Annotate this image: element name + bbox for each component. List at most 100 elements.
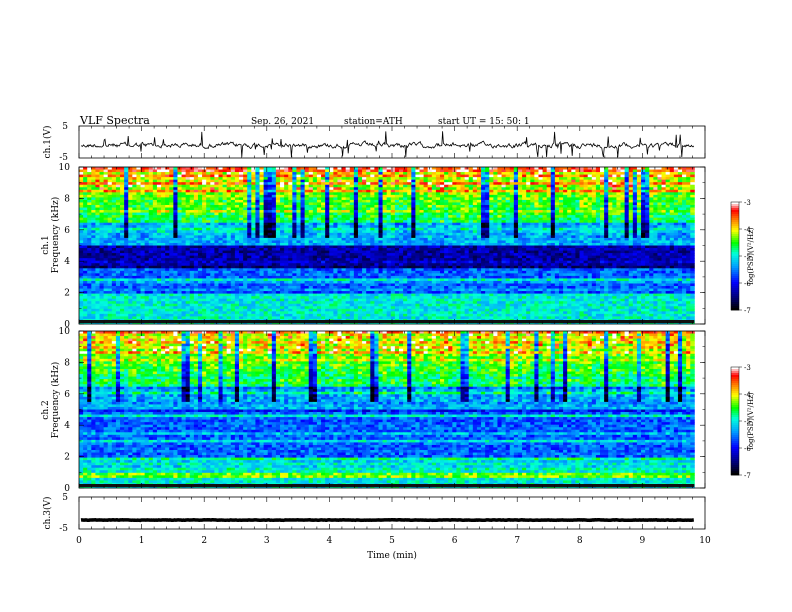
spectrogram-cell [247,207,252,211]
spectrogram-cell [440,225,445,229]
spectrogram-cell [214,177,219,181]
spectrogram-cell [571,172,576,175]
spectrogram-cell [181,227,187,231]
spectrogram-cell [234,225,240,229]
spectrogram-cell [587,192,593,196]
spectrogram-cell [271,217,277,221]
spectrogram-cell [107,204,113,208]
spectrogram-cell [673,187,679,191]
spectrogram-cell [378,199,383,203]
spectrogram-cell [341,204,347,208]
spectrogram-cell [673,215,679,219]
spectrogram-cell [390,179,396,183]
spectrogram-cell [95,242,100,246]
spectrogram-cell [115,204,121,208]
spectrogram-cell [386,184,392,188]
spectrogram-cell [472,210,478,213]
spectrogram-cell [612,235,617,239]
spectrogram-cell [600,225,605,229]
spectrogram-cell [169,242,174,246]
spectrogram-cell [165,207,170,211]
spectrogram-cell [374,204,379,208]
spectrogram-cell [653,184,658,188]
spectrogram-cell [177,199,182,203]
spectrogram-cell [530,212,535,216]
spectrogram-cell [124,207,129,211]
spectrogram-cell [144,194,150,198]
spectrogram-cell [111,240,117,244]
spectrogram-cell [247,189,252,193]
spectrogram-cell [563,167,568,170]
spectrogram-cell [665,227,671,231]
spectrogram-cell [316,212,322,216]
spectrogram-cell [415,222,420,226]
spectrogram-cell [407,227,412,231]
spectrogram-cell [103,192,109,196]
spectrogram-cell [444,204,449,208]
spectrogram-cell [440,232,445,236]
spectrogram-cell [362,192,367,196]
spectrogram-cell [653,217,658,221]
spectrogram-cell [148,197,154,201]
spectrogram-cell [682,197,687,201]
spectrogram-cell [419,172,424,175]
spectrogram-cell [337,248,342,251]
spectrogram-cell [255,174,260,178]
spectrogram-cell [140,202,146,206]
spectrogram-cell [120,207,125,211]
spectrogram-cell [595,230,601,234]
spectrogram-cell [604,177,609,181]
spectrogram-cell [411,169,416,173]
spectrogram-cell [230,187,236,191]
spectrogram-cell [345,174,351,178]
spectrogram-cell [435,210,441,213]
spectrogram-cell [513,167,519,170]
spectrogram-cell [624,172,630,175]
spectrogram-cell [140,199,146,203]
spectrogram-cell [152,187,158,191]
spectrogram-cell [370,167,375,170]
spectrogram-cell [202,217,207,221]
spectrogram-cell [169,174,174,178]
spectrogram-cell [238,222,244,226]
spectrogram-cell [444,167,449,170]
spectrogram-cell [563,204,568,208]
spectrogram-cell [321,240,326,244]
spectrogram-cell [165,222,170,226]
spectrogram-cell [374,217,379,221]
spectrogram-cell [91,179,96,183]
spectrogram-cell [554,189,560,193]
spectrogram-cell [649,182,654,186]
spectrogram-cell [247,177,252,181]
spectrogram-cell [206,240,211,244]
spectrogram-cell [230,237,236,241]
spectrogram-cell [628,192,634,196]
spectrogram-cell [292,194,297,198]
ch1-waveform-panel: 5 -5 ch.1(V) [42,122,706,163]
spectrogram-cell [403,240,408,244]
spectrogram-cell [657,245,662,249]
spectrogram-cell [398,197,404,201]
spectrogram-cell [427,240,433,244]
spectrogram-cell [353,237,359,241]
spectrogram-cell [497,235,502,239]
spectrogram-cell [156,248,162,251]
spectrogram-cell [645,227,650,231]
spectrogram-cell [345,207,351,211]
spectrogram-cell [690,210,695,213]
spectrogram-cell [374,202,379,206]
spectrogram-cell [370,240,375,244]
spectrogram-cell [600,207,605,211]
spectrogram-cell [686,204,691,208]
spectrogram-cell [111,242,117,246]
spectrogram-cell [370,222,375,226]
spectrogram-cell [509,235,515,239]
spectrogram-cell [263,248,269,251]
spectrogram-cell [226,230,232,234]
spectrogram-cell [641,215,646,219]
spectrogram-cell [288,197,293,201]
spectrogram-cell [505,172,511,175]
spectrogram-cell [665,220,671,224]
spectrogram-cell [193,197,199,201]
spectrogram-cell [91,227,96,231]
